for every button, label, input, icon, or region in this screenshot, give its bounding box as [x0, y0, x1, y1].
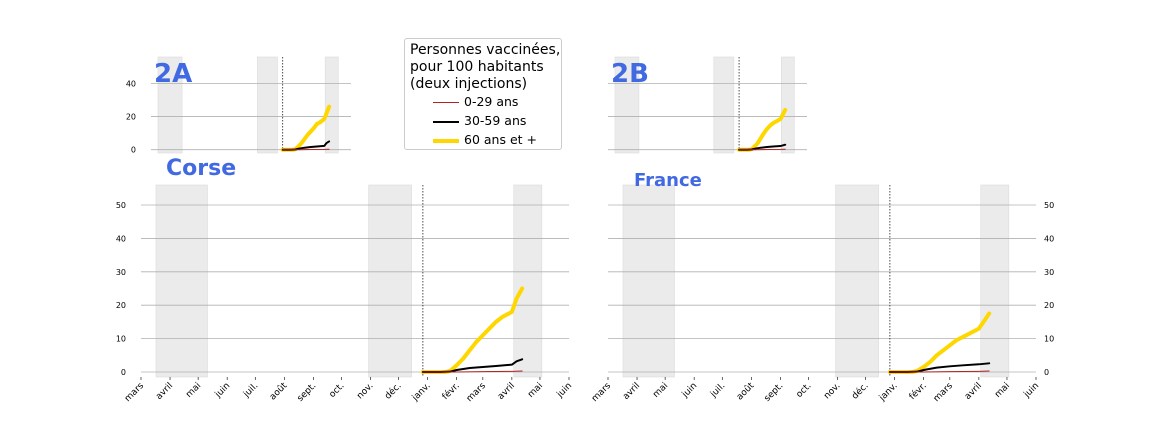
chart-title: Corse — [166, 156, 236, 181]
legend-title-line: pour 100 habitants — [410, 59, 544, 75]
x-tick-label: août — [735, 381, 757, 403]
x-tick-label: nov. — [355, 381, 375, 401]
series-line-0-29-ans — [282, 148, 330, 151]
y-tick-label: 30 — [116, 268, 126, 277]
shaded-period — [713, 56, 735, 154]
legend-swatch-60-plus — [433, 139, 459, 143]
y-tick-label: 0 — [1044, 368, 1049, 377]
legend-title-line: (deux injections) — [410, 76, 528, 92]
x-tick-label: déc. — [382, 380, 403, 401]
y-tick-label: 30 — [1044, 268, 1054, 277]
y-tick-label: 0 — [131, 146, 136, 155]
y-tick-label: 50 — [116, 201, 126, 210]
x-tick-label: juil. — [241, 381, 260, 400]
shaded-period — [781, 56, 795, 154]
x-tick-label: mai — [993, 381, 1012, 400]
x-tick-label: févr. — [440, 380, 462, 402]
series-line-60-ans-et- — [420, 286, 525, 374]
legend-item-30-59: 30-59 ans — [405, 113, 561, 131]
x-tick-label: mars — [123, 381, 146, 404]
shaded-period — [157, 56, 183, 154]
series-line-0-29-ans — [422, 370, 523, 373]
x-tick-label: mai — [184, 381, 203, 400]
x-tick-label: mai — [526, 381, 545, 400]
shaded-period — [368, 184, 412, 378]
x-tick-label: janv. — [410, 381, 433, 404]
legend-swatch-0-29 — [433, 102, 459, 103]
series-line-0-29-ans — [889, 370, 990, 373]
chart-title: France — [634, 170, 702, 191]
x-tick-label: sept. — [763, 381, 786, 404]
chart-panel-2b: 2B — [608, 56, 807, 154]
series-line-60-ans-et- — [887, 311, 992, 374]
x-tick-label: avril — [154, 381, 175, 402]
legend-title: Personnes vaccinées, pour 100 habitants … — [410, 42, 560, 93]
legend-item-60-plus: 60 ans et + — [405, 132, 561, 150]
chart-title: 2B — [611, 59, 649, 89]
shaded-period — [980, 184, 1010, 378]
y-tick-label: 40 — [116, 234, 126, 243]
legend-label: 30-59 ans — [464, 113, 527, 128]
x-tick-label: juin — [680, 381, 699, 400]
legend-label: 0-29 ans — [464, 94, 519, 109]
series-line-60-ans-et- — [280, 104, 332, 152]
x-tick-label: janv. — [877, 381, 900, 404]
chart-title: 2A — [154, 59, 192, 89]
shaded-period — [835, 184, 879, 378]
x-tick-label: août — [268, 381, 290, 403]
x-tick-label: juin — [1022, 381, 1041, 400]
x-tick-label: sept. — [296, 381, 319, 404]
x-tick-label: oct. — [795, 381, 814, 400]
series-line-0-29-ans — [738, 148, 786, 151]
legend-item-0-29: 0-29 ans — [405, 94, 561, 112]
y-tick-label: 20 — [126, 113, 136, 122]
x-tick-label: déc. — [849, 380, 870, 401]
y-tick-label: 40 — [126, 79, 136, 88]
x-tick-label: juin — [555, 381, 574, 400]
shaded-period — [614, 56, 640, 154]
x-tick-label: avril — [621, 381, 642, 402]
x-tick-label: juil. — [708, 381, 727, 400]
y-tick-label: 10 — [116, 335, 126, 344]
x-tick-label: mars — [465, 381, 488, 404]
x-tick-label: juin — [213, 381, 232, 400]
y-tick-label: 10 — [1044, 335, 1054, 344]
x-tick-label: nov. — [822, 381, 842, 401]
x-tick-label: mars — [590, 381, 613, 404]
legend-swatch-30-59 — [433, 121, 459, 123]
y-tick-label: 20 — [116, 301, 126, 310]
legend: Personnes vaccinées, pour 100 habitants … — [404, 38, 562, 150]
shaded-period — [513, 184, 543, 378]
shaded-period — [622, 184, 675, 378]
shaded-period — [324, 56, 339, 154]
y-tick-label: 40 — [1044, 234, 1054, 243]
x-tick-label: avril — [496, 381, 517, 402]
x-tick-label: mai — [651, 381, 670, 400]
shaded-period — [257, 56, 278, 154]
x-tick-label: oct. — [328, 381, 347, 400]
x-tick-label: avril — [963, 381, 984, 402]
y-tick-label: 0 — [121, 368, 126, 377]
y-tick-label: 20 — [1044, 301, 1054, 310]
y-tick-label: 50 — [1044, 201, 1054, 210]
legend-title-line: Personnes vaccinées, — [410, 42, 561, 58]
series-line-60-ans-et- — [737, 107, 788, 152]
chart-panel-2a: 0 20 40 2A — [126, 56, 351, 155]
x-tick-label: févr. — [907, 380, 929, 402]
x-tick-label: mars — [932, 381, 955, 404]
shaded-period — [155, 184, 208, 378]
legend-label: 60 ans et + — [464, 132, 537, 147]
